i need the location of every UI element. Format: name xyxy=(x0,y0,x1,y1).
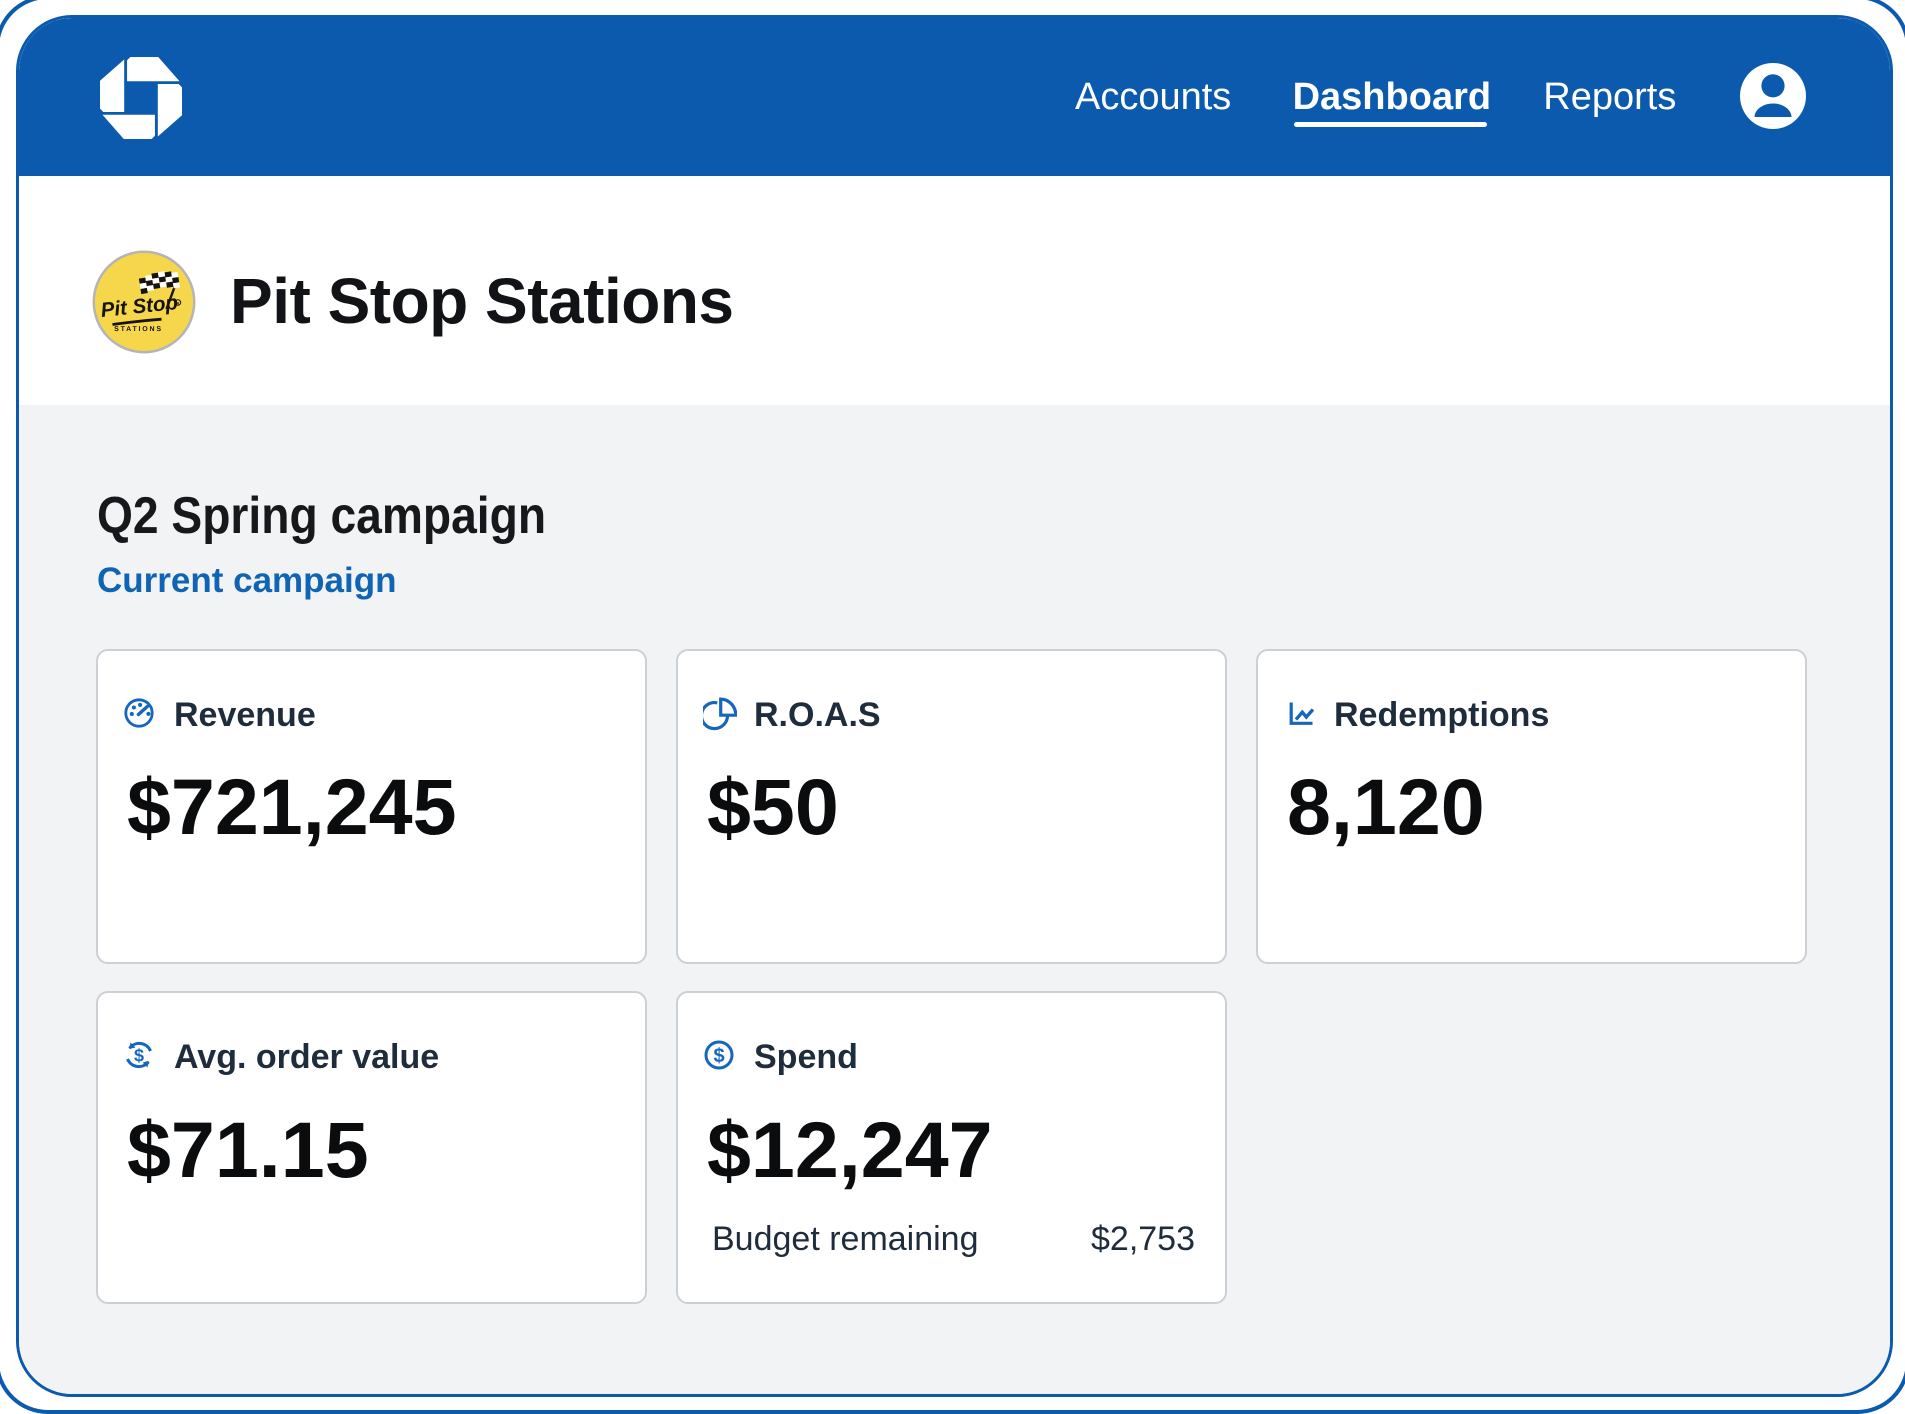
svg-text:STATIONS: STATIONS xyxy=(114,326,163,333)
svg-text:$: $ xyxy=(713,1045,724,1067)
svg-text:R: R xyxy=(177,300,180,305)
svg-text:$: $ xyxy=(134,1046,144,1066)
